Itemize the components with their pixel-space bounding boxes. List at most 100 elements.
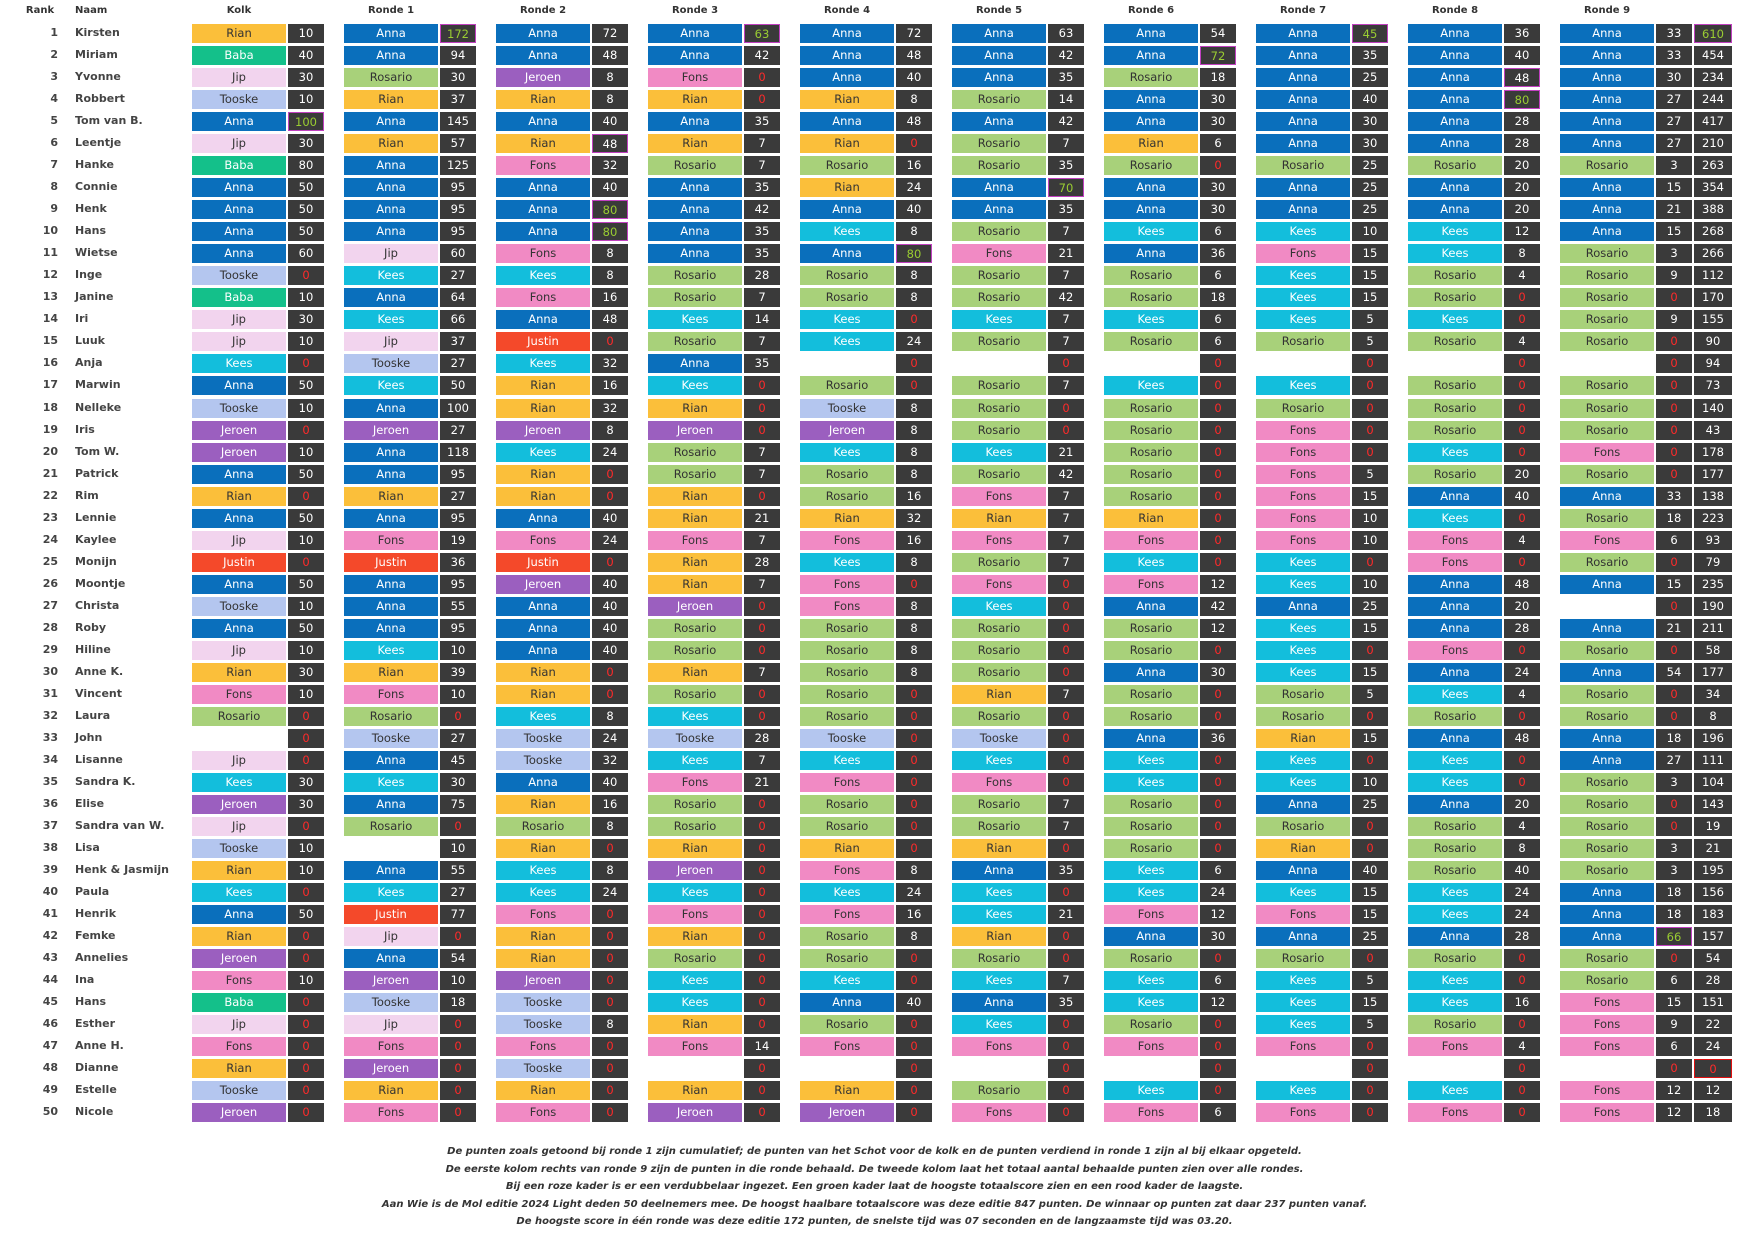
suspect-cell: Rosario [1104,684,1198,704]
suspect-cell: Fons [648,1037,742,1057]
suspect-cell: Fons [1104,1103,1198,1123]
score-cell: 24 [592,442,628,462]
score-cell: 0 [1048,1015,1084,1035]
score-cell: 18 [1200,288,1236,308]
score-cell: 0 [896,310,932,330]
score-cell: 0 [1656,684,1692,704]
score-cell: 75 [440,795,476,815]
suspect-cell: Anna [952,993,1046,1013]
name-cell: Sandra van W. [75,819,165,833]
score-cell: 0 [1656,1059,1692,1079]
score-cell: 37 [440,332,476,352]
score-cell: 0 [1200,1059,1236,1079]
score-cell: 32 [592,398,628,418]
suspect-cell: Rosario [648,640,742,660]
score-cell: 20 [1504,464,1540,484]
suspect-cell: Rosario [1560,420,1654,440]
suspect-cell: Anna [648,46,742,66]
score-cell: 0 [288,927,324,947]
score-cell: 32 [592,354,628,374]
suspect-cell: Anna [1408,486,1502,506]
score-cell: 0 [1504,398,1540,418]
suspect-cell: Rosario [1408,839,1502,859]
suspect-cell: Rosario [1104,706,1198,726]
score-cell: 40 [1504,861,1540,881]
score-cell: 24 [592,728,628,748]
score-cell: 4 [1504,266,1540,286]
score-cell: 40 [1504,486,1540,506]
suspect-cell: Fons [800,861,894,881]
score-cell: 16 [1504,993,1540,1013]
suspect-cell: Fons [1256,508,1350,528]
rank-cell: 43 [42,951,58,965]
score-cell: 0 [288,728,324,748]
rank-cell: 2 [50,48,58,62]
suspect-cell: Rosario [1560,706,1654,726]
score-cell: 0 [592,905,628,925]
score-cell: 0 [744,684,780,704]
suspect-cell: Jip [192,332,286,352]
score-cell: 9 [1656,310,1692,330]
score-cell: 7 [744,288,780,308]
score-cell: 8 [592,90,628,110]
score-cell: 10 [288,971,324,991]
footer-line: De eerste kolom rechts van ronde 9 zijn … [445,1163,1304,1175]
suspect-cell: Kees [344,376,438,396]
score-cell: 10 [288,442,324,462]
score-cell: 0 [1048,839,1084,859]
score-cell: 15 [1352,266,1388,286]
suspect-cell: Kees [1256,310,1350,330]
suspect-cell: Rosario [952,288,1046,308]
suspect-cell: Anna [192,178,286,198]
suspect-cell: Anna [192,464,286,484]
suspect-cell: Rosario [1256,817,1350,837]
suspect-cell: Anna [800,24,894,43]
score-cell: 266 [1694,244,1732,264]
score-cell: 95 [440,200,476,220]
suspect-cell: Rosario [192,706,286,726]
score-cell: 7 [1048,266,1084,286]
suspect-cell: Rosario [1408,706,1502,726]
score-cell: 0 [896,817,932,837]
score-cell: 36 [1200,244,1236,264]
suspect-cell: Fons [1256,486,1350,506]
suspect-cell: Jip [192,310,286,330]
suspect-cell: Anna [1560,46,1654,66]
suspect-cell: Anna [344,156,438,176]
score-cell: 12 [1200,905,1236,925]
score-cell: 0 [1656,442,1692,462]
score-cell: 0 [1352,1059,1388,1079]
score-cell: 37 [440,90,476,110]
score-cell: 0 [1504,288,1540,308]
name-cell: Janine [75,290,114,304]
score-cell: 0 [1200,354,1236,374]
suspect-cell: Rian [344,90,438,110]
score-cell: 15 [1352,993,1388,1013]
score-cell: 0 [1504,442,1540,462]
suspect-cell: Kees [1256,574,1350,594]
suspect-cell: Kees [496,883,590,903]
suspect-cell: Jeroen [192,442,286,462]
suspect-cell: Fons [192,684,286,704]
score-cell: 50 [440,376,476,396]
score-cell: 95 [440,178,476,198]
score-cell: 3 [1656,839,1692,859]
suspect-cell: Anna [1560,134,1654,154]
rank-cell: 25 [42,554,58,568]
suspect-cell: Kees [1104,552,1198,572]
score-cell: 0 [1352,817,1388,837]
score-cell: 50 [288,905,324,925]
score-cell: 10 [288,530,324,550]
score-cell: 8 [896,222,932,242]
suspect-cell: Anna [496,773,590,793]
suspect-cell: Rosario [952,552,1046,572]
suspect-cell: Anna [344,949,438,969]
score-cell: 8 [896,442,932,462]
suspect-cell: Anna [496,508,590,528]
score-cell: 8 [896,464,932,484]
score-cell: 172 [440,24,476,43]
score-cell: 223 [1694,508,1732,528]
score-cell: 32 [592,750,628,770]
rank-cell: 8 [50,180,58,194]
score-cell: 0 [1352,1103,1388,1123]
